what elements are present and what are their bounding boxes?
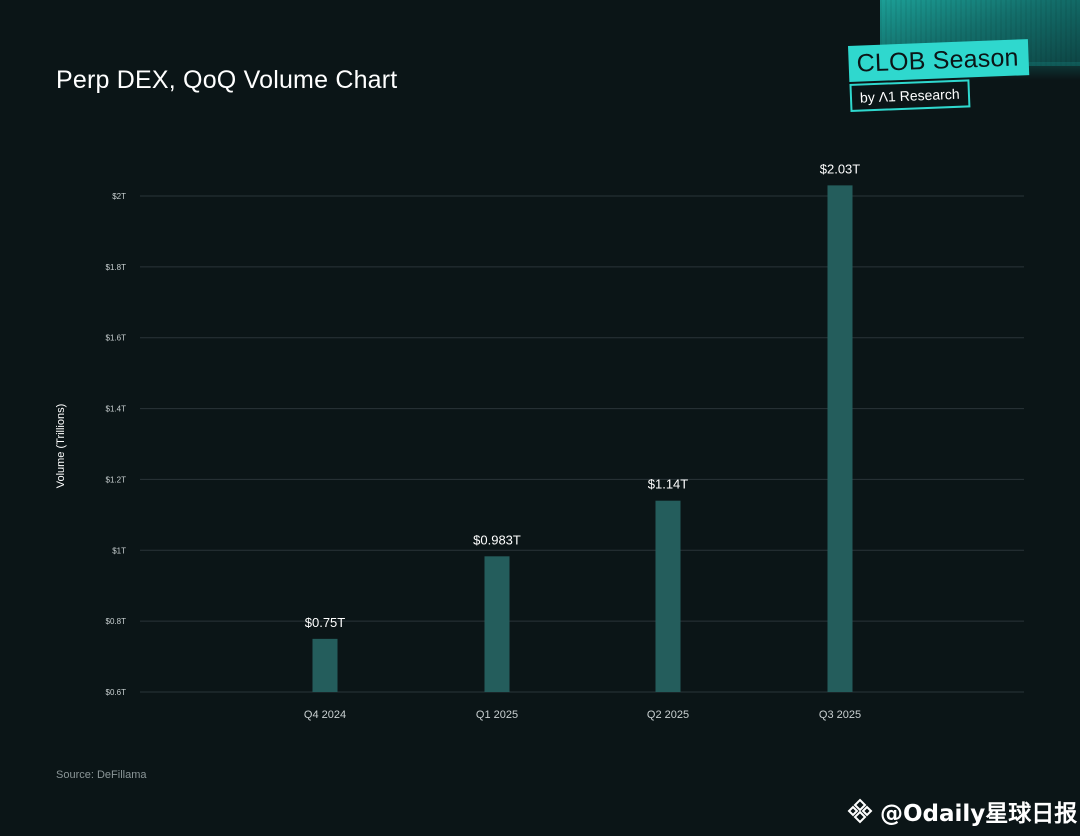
y-tick-label: $1.6T xyxy=(106,334,127,343)
bar-q2-2025 xyxy=(655,500,681,692)
x-tick-label: Q4 2024 xyxy=(304,709,346,721)
y-tick-label: $0.8T xyxy=(106,617,127,626)
bar-data-label: $0.75T xyxy=(305,615,346,630)
y-tick-label: $2T xyxy=(112,192,126,201)
bar-q3-2025 xyxy=(827,185,853,692)
watermark-text: @Odaily星球日报 xyxy=(880,801,1078,827)
y-tick-label: $1.2T xyxy=(106,475,127,484)
x-tick-label: Q3 2025 xyxy=(819,709,861,721)
watermark: @Odaily星球日报 xyxy=(846,794,1077,828)
x-tick-label: Q1 2025 xyxy=(476,709,518,721)
x-tick-label: Q2 2025 xyxy=(647,709,689,721)
bar-q4-2024 xyxy=(312,638,338,692)
bar-data-label: $1.14T xyxy=(648,477,689,492)
y-tick-label: $0.6T xyxy=(106,688,127,697)
y-axis-label: Volume (Trillions) xyxy=(55,404,67,489)
chart-title: Perp DEX, QoQ Volume Chart xyxy=(56,66,398,94)
y-tick-label: $1.8T xyxy=(106,263,127,272)
binance-diamond-icon xyxy=(847,798,873,824)
y-tick-label: $1T xyxy=(112,546,126,555)
bar-data-label: $0.983T xyxy=(473,532,521,547)
bar-q1-2025 xyxy=(484,556,510,692)
source-note: Source: DeFillama xyxy=(56,769,147,781)
y-tick-label: $1.4T xyxy=(106,405,127,414)
bar-data-label: $2.03T xyxy=(820,161,861,176)
